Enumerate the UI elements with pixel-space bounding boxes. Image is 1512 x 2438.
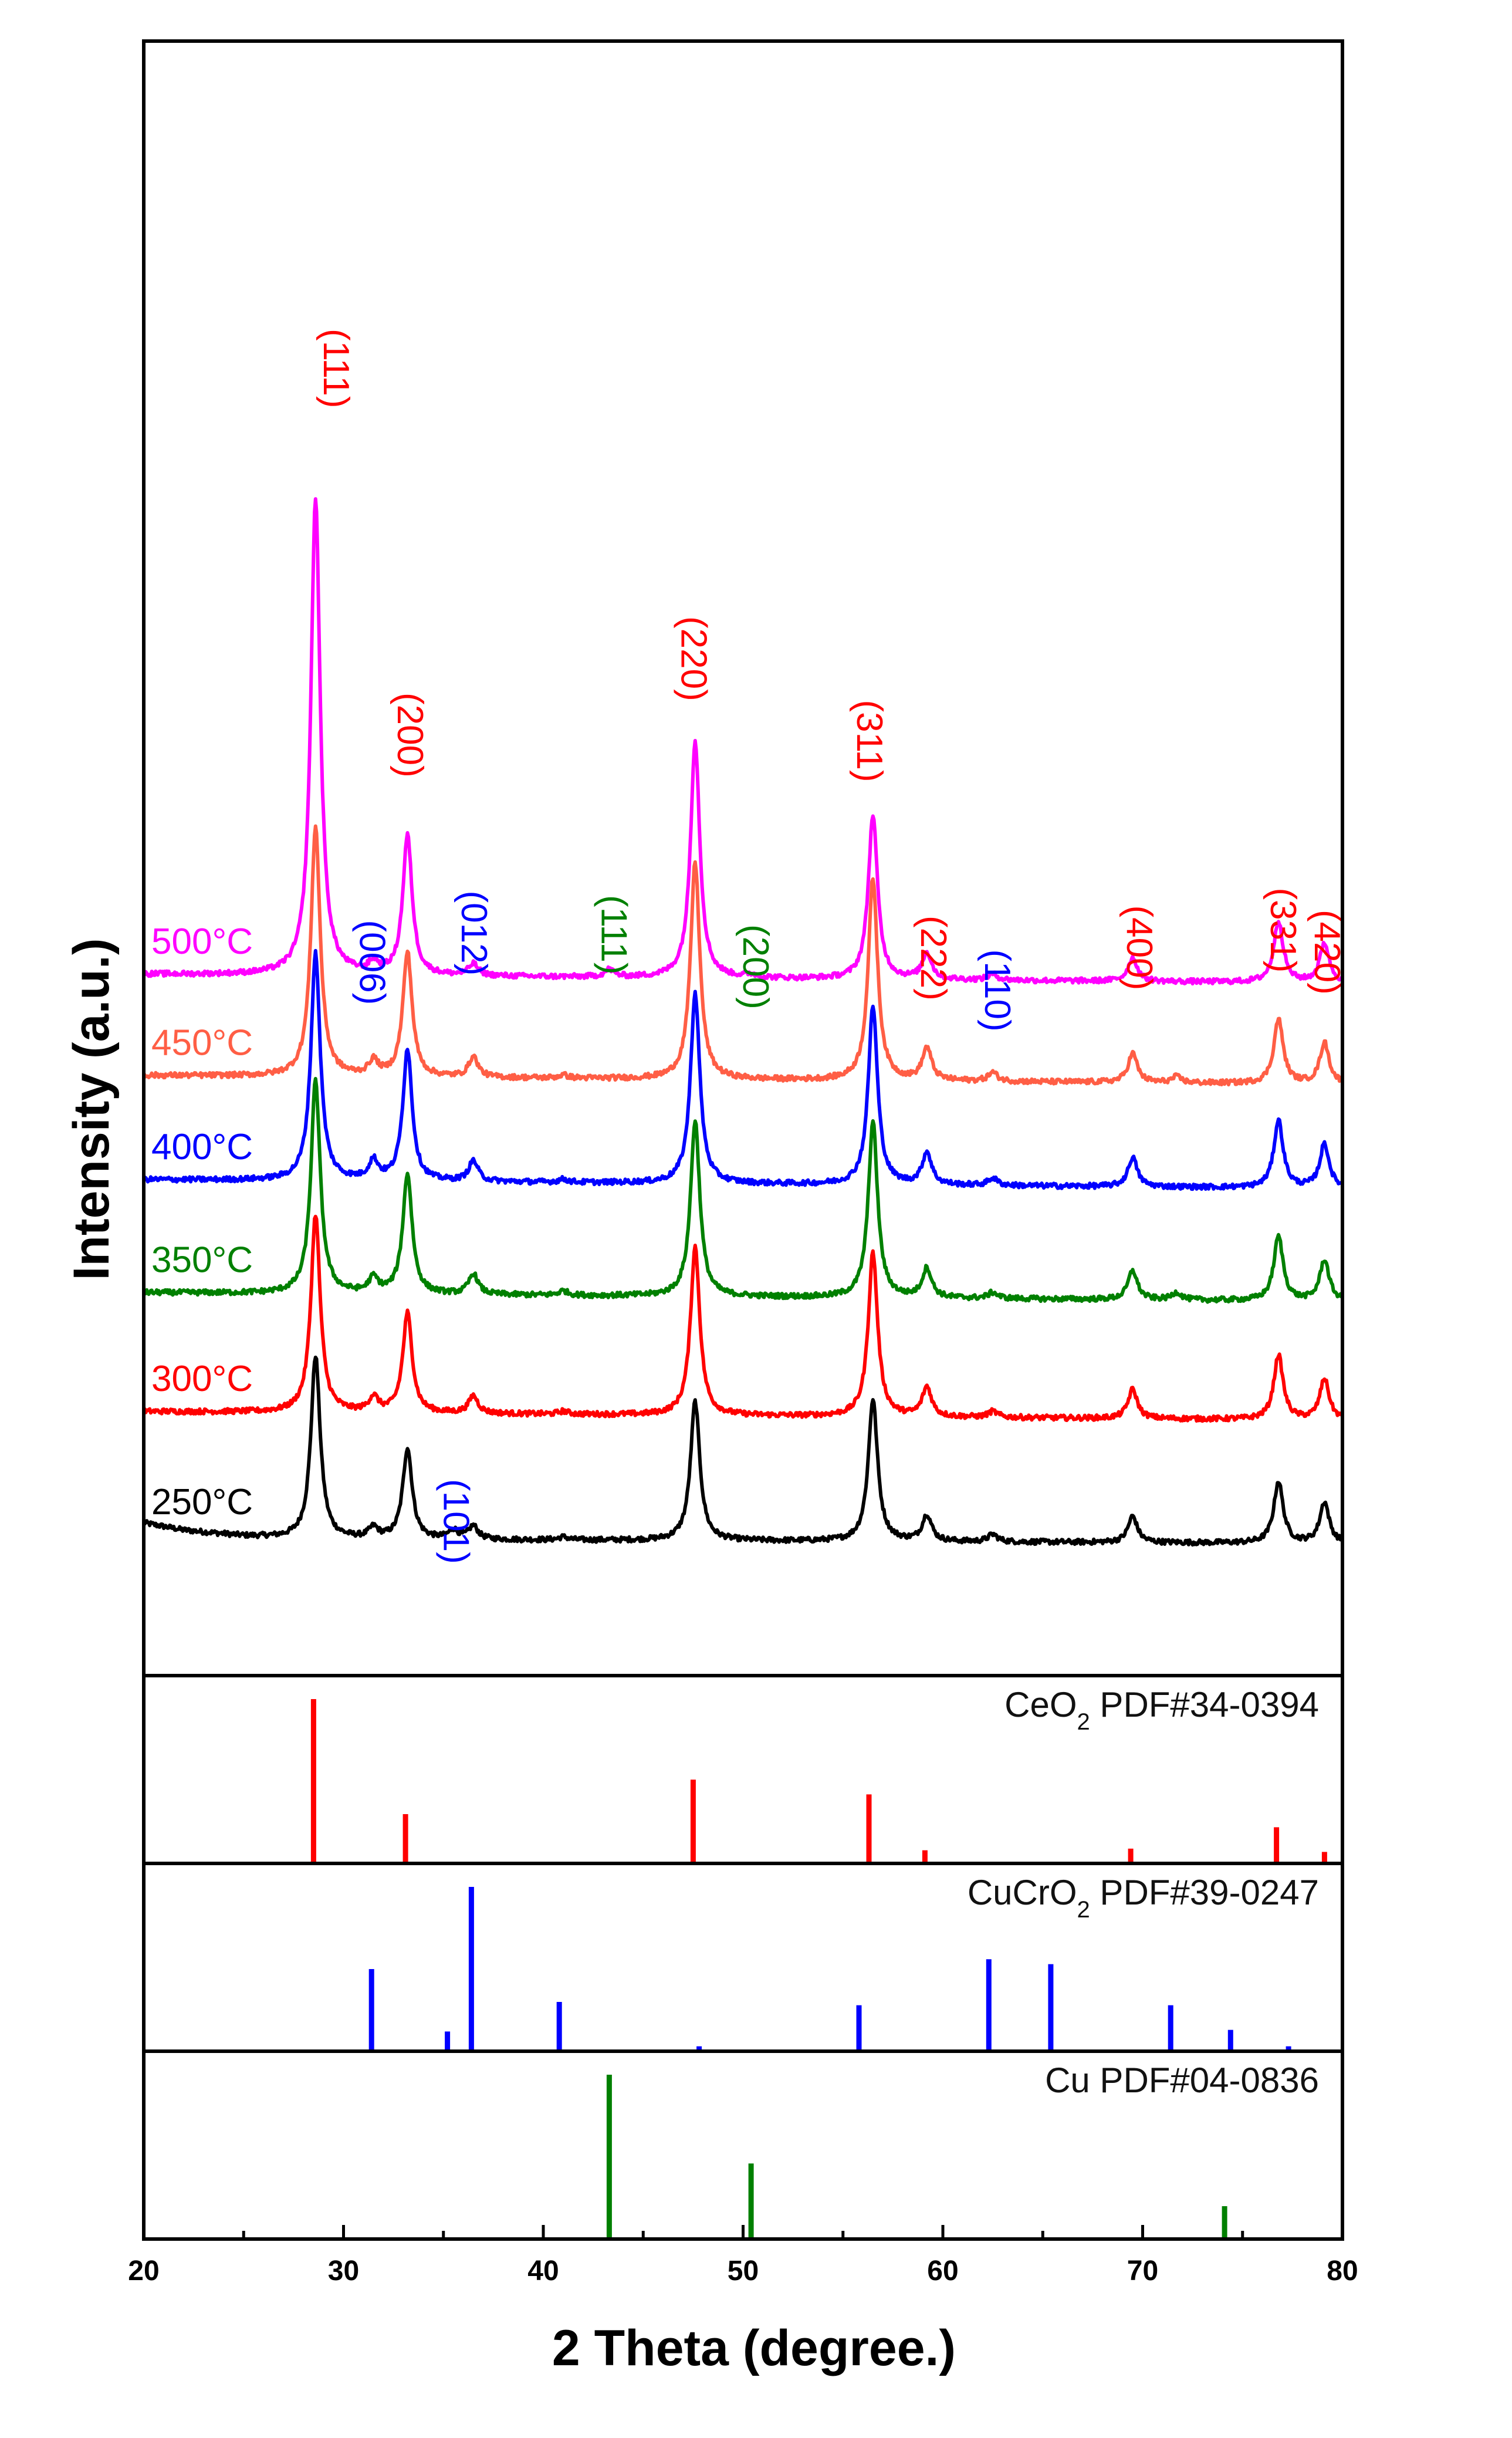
peak-annotation: (200) [735, 924, 776, 1009]
x-tick-label: 30 [328, 2255, 359, 2287]
diffraction-traces [142, 497, 1344, 1547]
peak-annotation: (311) [849, 700, 889, 782]
trace-400c [142, 948, 1344, 1191]
reference-label-cu: Cu PDF#04-0836 [1045, 2061, 1319, 2100]
x-tick-label: 20 [128, 2255, 159, 2287]
diffraction-panel: 250°C 300°C 350°C 400°C 450°C 500°C (111) (200… [142, 329, 1347, 1564]
trace-450c [142, 824, 1344, 1087]
peak-annotation: (111) [316, 329, 356, 408]
trace-350c [142, 1076, 1344, 1304]
temp-label-300c: 300°C [151, 1359, 253, 1399]
temperature-labels: 250°C 300°C 350°C 400°C 450°C 500°C [151, 921, 253, 1522]
peak-annotation: (200) [390, 693, 430, 778]
trace-500c [143, 497, 1344, 986]
peak-annotation: (006) [351, 920, 392, 1005]
temp-label-250c: 250°C [151, 1482, 253, 1522]
reference-label-ceo2: CeO2 PDF#34-0394 [1004, 1685, 1319, 1735]
reference-panel-cu: Cu PDF#04-0836 [606, 2061, 1319, 2239]
y-axis-title: Intensity (a.u.) [63, 938, 120, 1281]
peak-annotation: (331) [1263, 888, 1303, 973]
x-tick-label: 80 [1327, 2255, 1358, 2287]
x-axis-title: 2 Theta (degree.) [552, 2320, 956, 2376]
peak-annotations: (111) (200) (006) (012) (111) (200) (220) (311)… [316, 329, 1347, 1564]
peak-annotation: (220) [674, 616, 714, 701]
peak-annotation: (110) [977, 950, 1017, 1032]
peak-annotation: (012) [454, 891, 494, 976]
temp-label-500c: 500°C [151, 921, 253, 962]
reference-panel-cucro2: CuCrO2 PDF#39-0247 [368, 1873, 1319, 2051]
x-tick-label: 40 [527, 2255, 559, 2287]
trace-250c [142, 1355, 1344, 1547]
peak-annotation: (420) [1307, 910, 1347, 995]
reference-label-cucro2: CuCrO2 PDF#39-0247 [968, 1873, 1319, 1923]
x-tick-label: 60 [927, 2255, 958, 2287]
temp-label-400c: 400°C [151, 1127, 253, 1167]
x-tick-label: 50 [728, 2255, 759, 2287]
x-tick-label: 70 [1127, 2255, 1158, 2287]
x-axis: 20 30 40 50 60 70 80 [128, 2225, 1358, 2287]
reference-panel-ceo2: CeO2 PDF#34-0394 [310, 1685, 1327, 1863]
temp-label-350c: 350°C [151, 1240, 253, 1281]
reference-pattern-panels: CeO2 PDF#34-0394 CuCrO2 PDF#39-0247 Cu PDF… [310, 1685, 1327, 2239]
temp-label-450c: 450°C [151, 1023, 253, 1063]
peak-annotation: (400) [1119, 906, 1159, 991]
peak-annotation: (111) [593, 895, 634, 975]
trace-300c [142, 1214, 1344, 1423]
peak-annotation: (101) [435, 1479, 476, 1564]
peak-annotation: (222) [913, 916, 953, 1001]
